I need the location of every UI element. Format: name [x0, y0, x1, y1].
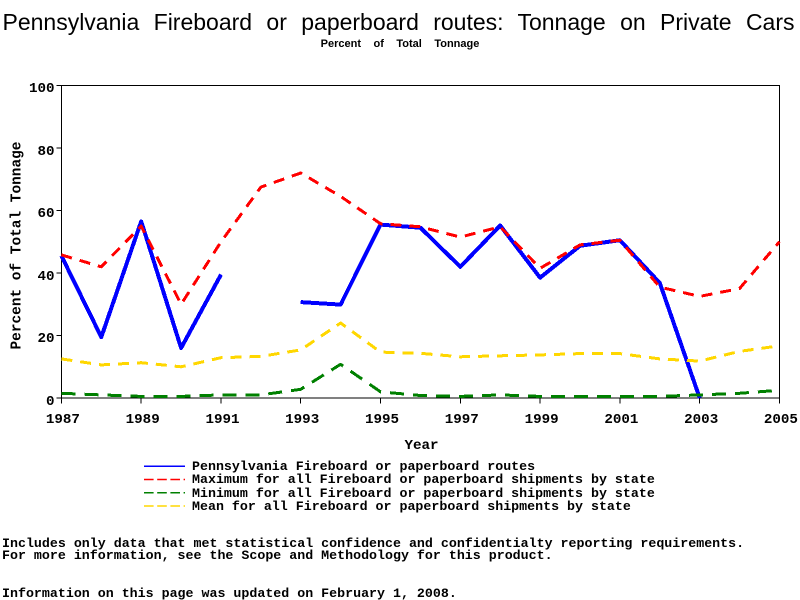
svg-text:Percent of Total Tonnage: Percent of Total Tonnage [10, 142, 26, 350]
